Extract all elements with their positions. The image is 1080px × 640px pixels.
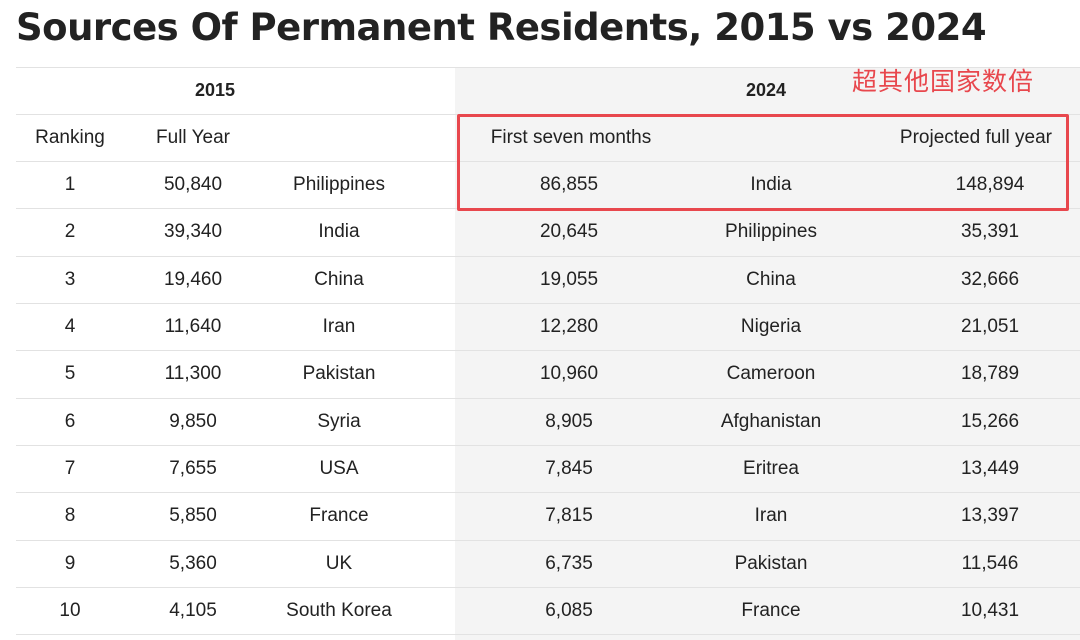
cell-projected-full-year-2024: 21,051 (960, 316, 1020, 337)
cell-ranking: 4 (64, 316, 76, 337)
header-year-2015: 2015 (194, 80, 236, 100)
cell-country-2015: France (309, 505, 369, 526)
cell-ranking: 9 (64, 553, 76, 574)
cell-first-seven-months-2024: 8,905 (545, 411, 593, 432)
highlight-box (457, 114, 1069, 211)
cell-projected-full-year-2024: 148,894 (955, 174, 1025, 195)
cell-country-2015: Philippines (293, 174, 385, 195)
cell-country-2024: China (746, 269, 796, 290)
header-projected-full-year: Projected full year (899, 127, 1052, 148)
cell-full-year-2015: 11,300 (164, 363, 222, 384)
cell-country-2015: India (318, 221, 360, 242)
row-divider (16, 256, 1080, 257)
cell-country-2024: Nigeria (740, 316, 802, 337)
cell-projected-full-year-2024: 13,397 (960, 505, 1020, 526)
cell-projected-full-year-2024: 32,666 (960, 269, 1020, 290)
header-year-2024: 2024 (745, 80, 787, 100)
cell-country-2024: Iran (754, 505, 788, 526)
row-divider (16, 492, 1080, 493)
row-divider (16, 445, 1080, 446)
cell-first-seven-months-2024: 19,055 (539, 269, 599, 290)
cell-country-2024: Afghanistan (720, 411, 822, 432)
cell-first-seven-months-2024: 7,815 (545, 505, 593, 526)
cell-ranking: 8 (64, 505, 76, 526)
row-divider (16, 398, 1080, 399)
cell-country-2024: France (741, 600, 801, 621)
cell-ranking: 1 (64, 174, 76, 195)
cell-country-2024: Philippines (725, 221, 817, 242)
header-full-year: Full Year (156, 127, 230, 148)
cell-projected-full-year-2024: 13,449 (960, 458, 1020, 479)
header-ranking: Ranking (35, 127, 105, 148)
cell-country-2015: China (314, 269, 364, 290)
cell-first-seven-months-2024: 20,645 (539, 221, 599, 242)
cell-first-seven-months-2024: 6,085 (545, 600, 593, 621)
cell-full-year-2015: 39,340 (163, 221, 223, 242)
row-divider (16, 350, 1080, 351)
cell-country-2015: UK (325, 553, 353, 574)
header-first-seven-months: First seven months (490, 127, 652, 148)
cell-first-seven-months-2024: 6,735 (545, 553, 593, 574)
cell-first-seven-months-2024: 10,960 (539, 363, 599, 384)
row-divider (16, 634, 1080, 635)
cell-ranking: 2 (64, 221, 76, 242)
cell-projected-full-year-2024: 10,431 (960, 600, 1020, 621)
cell-full-year-2015: 5,850 (169, 505, 217, 526)
cell-ranking: 10 (59, 600, 81, 621)
cell-first-seven-months-2024: 86,855 (539, 174, 599, 195)
cell-country-2024: Cameroon (726, 363, 816, 384)
cell-full-year-2015: 50,840 (163, 174, 223, 195)
cell-full-year-2015: 9,850 (169, 411, 217, 432)
page-title: Sources Of Permanent Residents, 2015 vs … (16, 6, 987, 49)
cell-ranking: 6 (64, 411, 76, 432)
cell-ranking: 7 (64, 458, 76, 479)
cell-country-2024: Pakistan (734, 553, 808, 574)
cell-full-year-2015: 7,655 (169, 458, 217, 479)
cell-ranking: 5 (64, 363, 76, 384)
cell-full-year-2015: 19,460 (163, 269, 223, 290)
cell-country-2015: USA (319, 458, 359, 479)
cell-projected-full-year-2024: 35,391 (960, 221, 1020, 242)
row-divider (16, 303, 1080, 304)
row-divider (16, 161, 1080, 162)
cell-country-2015: Iran (322, 316, 356, 337)
cell-country-2024: Eritrea (743, 458, 799, 479)
cell-full-year-2015: 4,105 (169, 600, 217, 621)
row-divider (16, 587, 1080, 588)
cell-country-2015: Syria (317, 411, 361, 432)
cell-country-2015: South Korea (286, 600, 392, 621)
cell-projected-full-year-2024: 15,266 (960, 411, 1020, 432)
cell-full-year-2015: 5,360 (169, 553, 217, 574)
cell-country-2024: India (750, 174, 792, 195)
row-divider (16, 67, 1080, 68)
row-divider (16, 540, 1080, 541)
cell-full-year-2015: 11,640 (164, 316, 222, 337)
cell-first-seven-months-2024: 12,280 (539, 316, 599, 337)
cell-projected-full-year-2024: 18,789 (960, 363, 1020, 384)
cell-country-2015: Pakistan (302, 363, 376, 384)
cell-projected-full-year-2024: 11,546 (961, 553, 1019, 574)
column-group-2024-background (455, 67, 1080, 640)
cell-ranking: 3 (64, 269, 76, 290)
annotation-label: 超其他国家数倍 (852, 67, 1035, 96)
cell-first-seven-months-2024: 7,845 (545, 458, 593, 479)
